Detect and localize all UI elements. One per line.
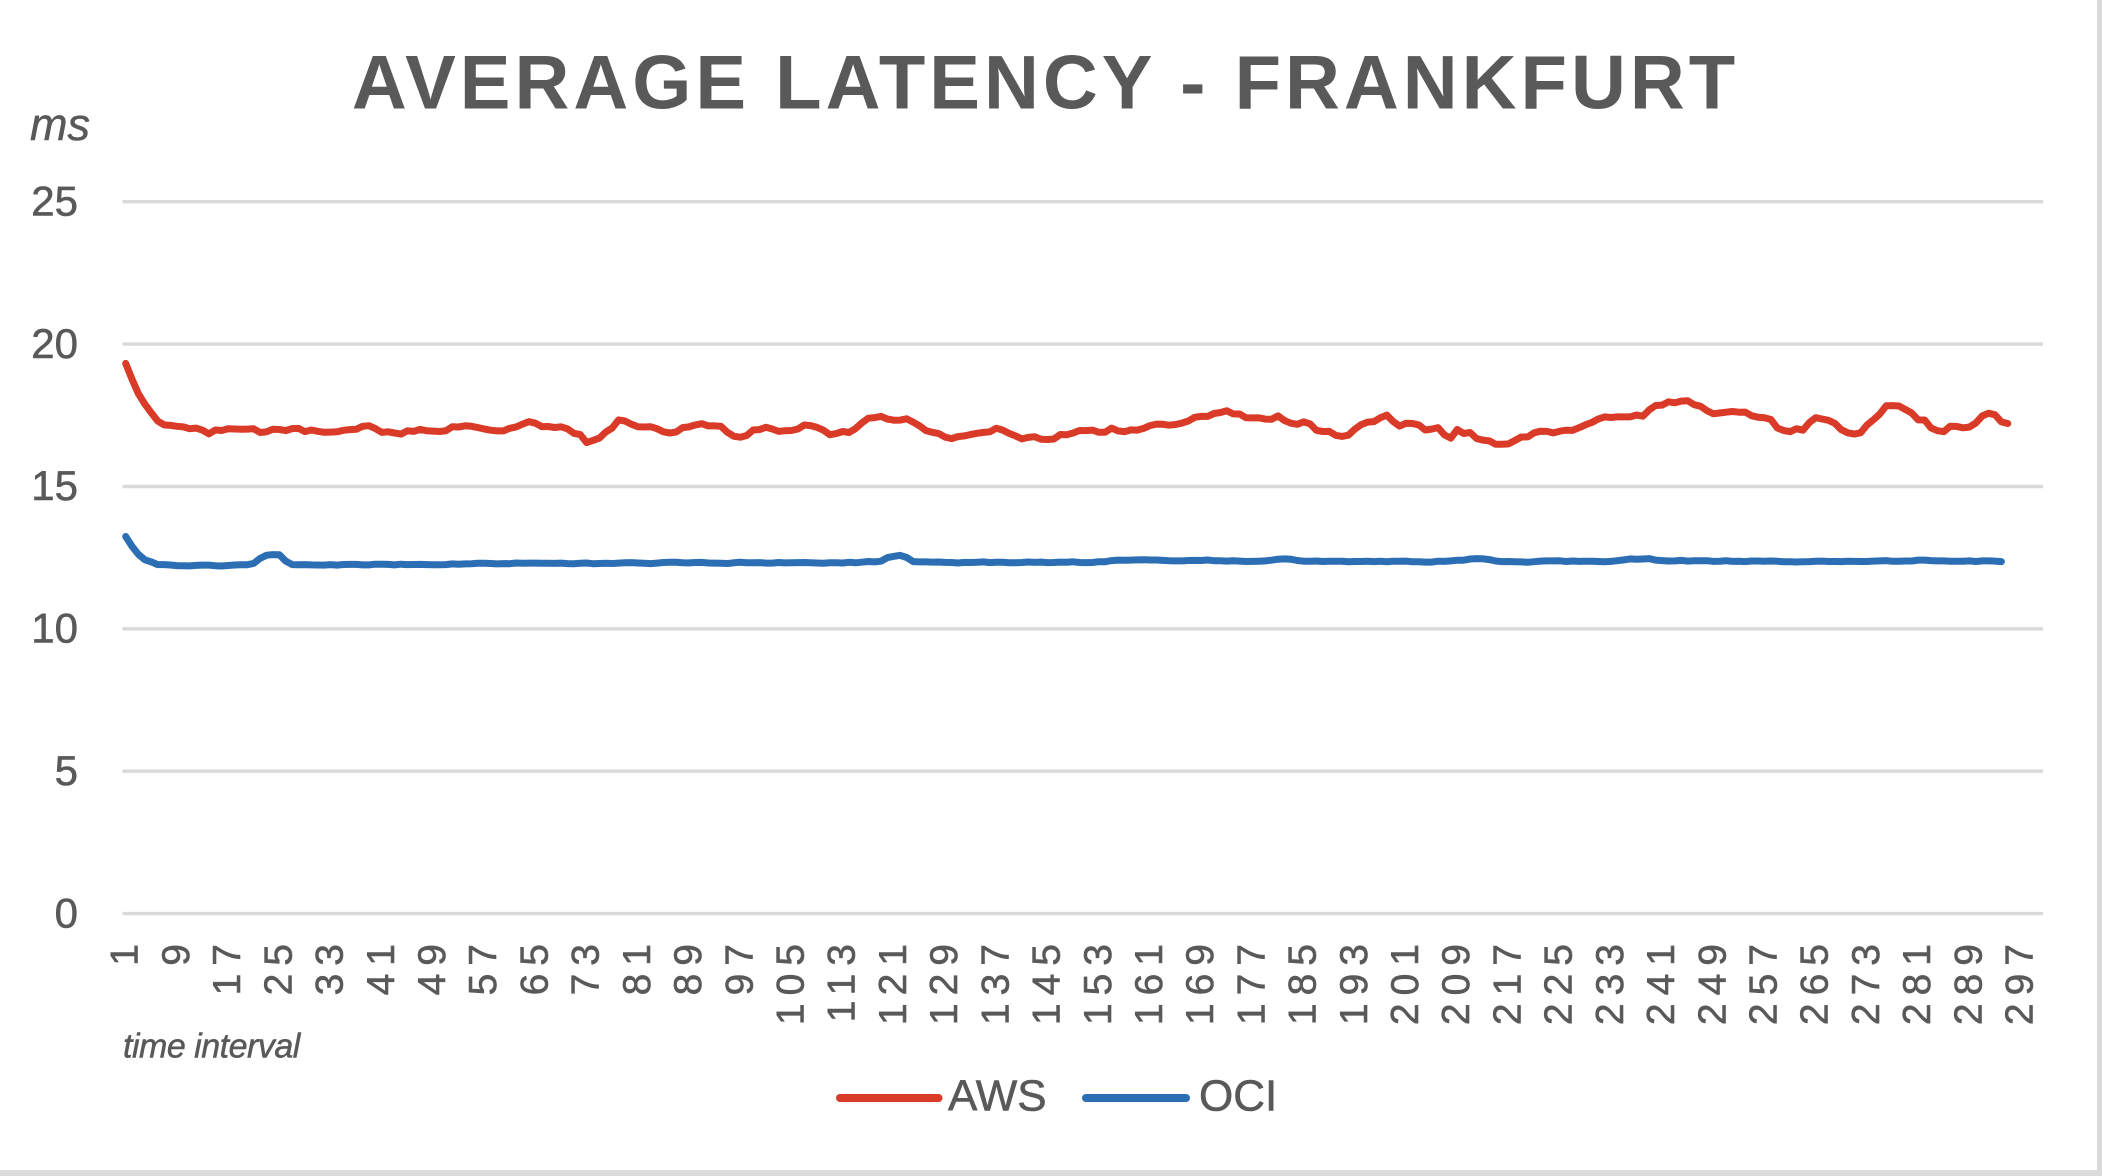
svg-text:17: 17 — [206, 936, 249, 995]
svg-text:297: 297 — [1999, 936, 2042, 1025]
svg-text:AVERAGE LATENCY - FRANKFURT: AVERAGE LATENCY - FRANKFURT — [352, 41, 1739, 126]
svg-text:1: 1 — [104, 936, 147, 966]
svg-text:41: 41 — [360, 936, 403, 995]
svg-text:233: 233 — [1589, 936, 1632, 1025]
svg-text:217: 217 — [1487, 936, 1530, 1025]
svg-text:97: 97 — [718, 936, 761, 995]
svg-text:193: 193 — [1333, 936, 1376, 1025]
svg-text:225: 225 — [1538, 936, 1581, 1025]
svg-text:129: 129 — [923, 936, 966, 1025]
svg-text:169: 169 — [1179, 936, 1222, 1025]
svg-text:161: 161 — [1128, 936, 1171, 1025]
svg-text:113: 113 — [821, 936, 864, 1022]
svg-text:153: 153 — [1077, 936, 1120, 1025]
svg-text:281: 281 — [1896, 936, 1939, 1025]
svg-text:5: 5 — [55, 747, 78, 794]
svg-text:121: 121 — [872, 936, 915, 1025]
svg-text:33: 33 — [309, 936, 352, 995]
svg-text:185: 185 — [1282, 936, 1325, 1025]
svg-text:20: 20 — [31, 320, 78, 367]
svg-text:9: 9 — [155, 936, 198, 966]
svg-text:AWS: AWS — [948, 1072, 1047, 1121]
svg-text:257: 257 — [1743, 936, 1786, 1025]
svg-text:ms: ms — [30, 99, 90, 150]
svg-text:241: 241 — [1640, 936, 1683, 1025]
svg-text:265: 265 — [1794, 936, 1837, 1025]
svg-text:89: 89 — [667, 936, 710, 995]
svg-text:105: 105 — [770, 936, 813, 1025]
svg-text:57: 57 — [462, 936, 505, 995]
svg-text:81: 81 — [616, 936, 659, 995]
svg-text:15: 15 — [31, 462, 78, 509]
svg-text:177: 177 — [1230, 936, 1273, 1025]
svg-text:49: 49 — [411, 936, 454, 995]
svg-text:289: 289 — [1947, 936, 1990, 1025]
svg-text:201: 201 — [1384, 936, 1427, 1025]
svg-text:209: 209 — [1435, 936, 1478, 1025]
svg-text:time interval: time interval — [123, 1028, 302, 1066]
svg-text:145: 145 — [1026, 936, 1069, 1025]
svg-text:25: 25 — [257, 936, 300, 995]
svg-text:137: 137 — [974, 936, 1017, 1025]
svg-text:25: 25 — [31, 177, 78, 224]
svg-text:73: 73 — [565, 936, 608, 995]
svg-text:OCI: OCI — [1199, 1072, 1277, 1121]
svg-text:0: 0 — [55, 889, 78, 936]
svg-text:10: 10 — [31, 605, 78, 652]
svg-text:273: 273 — [1845, 936, 1888, 1025]
svg-text:65: 65 — [513, 936, 556, 995]
svg-text:249: 249 — [1691, 936, 1734, 1025]
